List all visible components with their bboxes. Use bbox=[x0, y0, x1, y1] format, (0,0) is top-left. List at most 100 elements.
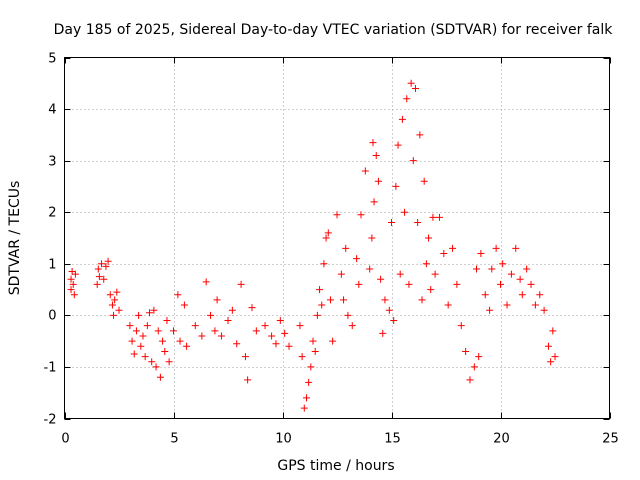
axis-ticks: 0 5 10 15 20 25 -2 -1 0 1 2 3 4 5 bbox=[44, 52, 619, 447]
data-point bbox=[148, 358, 156, 366]
data-point bbox=[111, 296, 119, 304]
data-point bbox=[547, 358, 555, 366]
data-point bbox=[329, 337, 337, 345]
data-point bbox=[298, 353, 306, 361]
data-point bbox=[403, 95, 411, 103]
data-point bbox=[457, 322, 465, 330]
data-point bbox=[398, 115, 406, 123]
data-point bbox=[128, 337, 136, 345]
data-point bbox=[163, 317, 171, 325]
data-point bbox=[379, 329, 387, 337]
x-tick-label: 5 bbox=[170, 432, 178, 447]
data-point bbox=[326, 296, 334, 304]
data-point bbox=[444, 301, 452, 309]
data-point bbox=[549, 327, 557, 335]
data-point bbox=[414, 219, 422, 227]
data-point bbox=[311, 347, 319, 355]
data-point bbox=[202, 278, 210, 286]
data-point bbox=[381, 296, 389, 304]
data-point bbox=[499, 260, 507, 268]
data-point bbox=[102, 262, 110, 270]
data-point bbox=[337, 270, 345, 278]
data-point bbox=[95, 273, 103, 281]
data-point bbox=[143, 322, 151, 330]
data-point bbox=[518, 291, 526, 299]
data-point bbox=[340, 296, 348, 304]
data-point bbox=[261, 322, 269, 330]
y-tick-label: 0 bbox=[48, 309, 56, 324]
data-point bbox=[333, 211, 341, 219]
data-point bbox=[435, 213, 443, 221]
data-point bbox=[198, 332, 206, 340]
data-point bbox=[420, 177, 428, 185]
data-point bbox=[355, 280, 363, 288]
data-point bbox=[106, 291, 114, 299]
data-point bbox=[477, 249, 485, 257]
data-point bbox=[152, 363, 160, 371]
data-point bbox=[540, 306, 548, 314]
data-point bbox=[488, 265, 496, 273]
data-point bbox=[272, 340, 280, 348]
data-point bbox=[115, 306, 123, 314]
data-point bbox=[146, 309, 154, 317]
y-tick-label: -2 bbox=[44, 413, 57, 428]
data-point bbox=[69, 280, 77, 288]
data-point bbox=[313, 311, 321, 319]
data-point bbox=[180, 301, 188, 309]
data-point bbox=[316, 286, 324, 294]
data-point bbox=[475, 353, 483, 361]
data-point bbox=[429, 213, 437, 221]
data-point bbox=[150, 306, 158, 314]
data-point bbox=[93, 280, 101, 288]
data-point bbox=[67, 286, 75, 294]
data-point bbox=[252, 327, 260, 335]
data-point bbox=[237, 280, 245, 288]
data-point bbox=[110, 311, 118, 319]
data-point bbox=[176, 337, 184, 345]
data-point bbox=[440, 249, 448, 257]
data-point bbox=[170, 327, 177, 335]
data-point bbox=[512, 244, 520, 252]
y-tick-label: -1 bbox=[44, 361, 57, 376]
data-point bbox=[377, 275, 385, 283]
data-point bbox=[113, 288, 121, 296]
grid-lines bbox=[64, 57, 610, 419]
data-point bbox=[94, 265, 102, 273]
data-point bbox=[361, 167, 369, 175]
data-point bbox=[385, 306, 393, 314]
data-point bbox=[353, 255, 361, 263]
data-point bbox=[307, 363, 315, 371]
data-point bbox=[466, 376, 474, 384]
data-point bbox=[165, 358, 173, 366]
data-point bbox=[324, 229, 332, 237]
data-point bbox=[369, 139, 377, 147]
data-point bbox=[401, 208, 409, 216]
data-point bbox=[159, 337, 167, 345]
data-point bbox=[139, 332, 147, 340]
x-tick-label: 0 bbox=[61, 432, 69, 447]
data-point bbox=[126, 322, 134, 330]
data-point bbox=[305, 378, 313, 386]
data-point bbox=[285, 342, 293, 350]
data-point bbox=[276, 317, 284, 325]
data-point bbox=[453, 280, 461, 288]
data-point bbox=[348, 322, 356, 330]
data-point bbox=[427, 286, 435, 294]
data-point bbox=[104, 257, 112, 265]
x-tick-label: 20 bbox=[493, 432, 510, 447]
data-point bbox=[405, 280, 413, 288]
data-point bbox=[217, 332, 225, 340]
data-point bbox=[309, 337, 317, 345]
data-point bbox=[137, 342, 145, 350]
y-tick-label: 5 bbox=[48, 52, 56, 67]
data-point bbox=[481, 291, 489, 299]
data-point bbox=[100, 275, 108, 283]
data-point bbox=[67, 275, 75, 283]
data-point bbox=[396, 270, 404, 278]
data-point bbox=[388, 219, 395, 227]
data-point bbox=[531, 301, 539, 309]
data-point bbox=[409, 157, 417, 165]
data-point bbox=[473, 265, 481, 273]
data-point bbox=[462, 347, 470, 355]
data-point bbox=[418, 296, 426, 304]
